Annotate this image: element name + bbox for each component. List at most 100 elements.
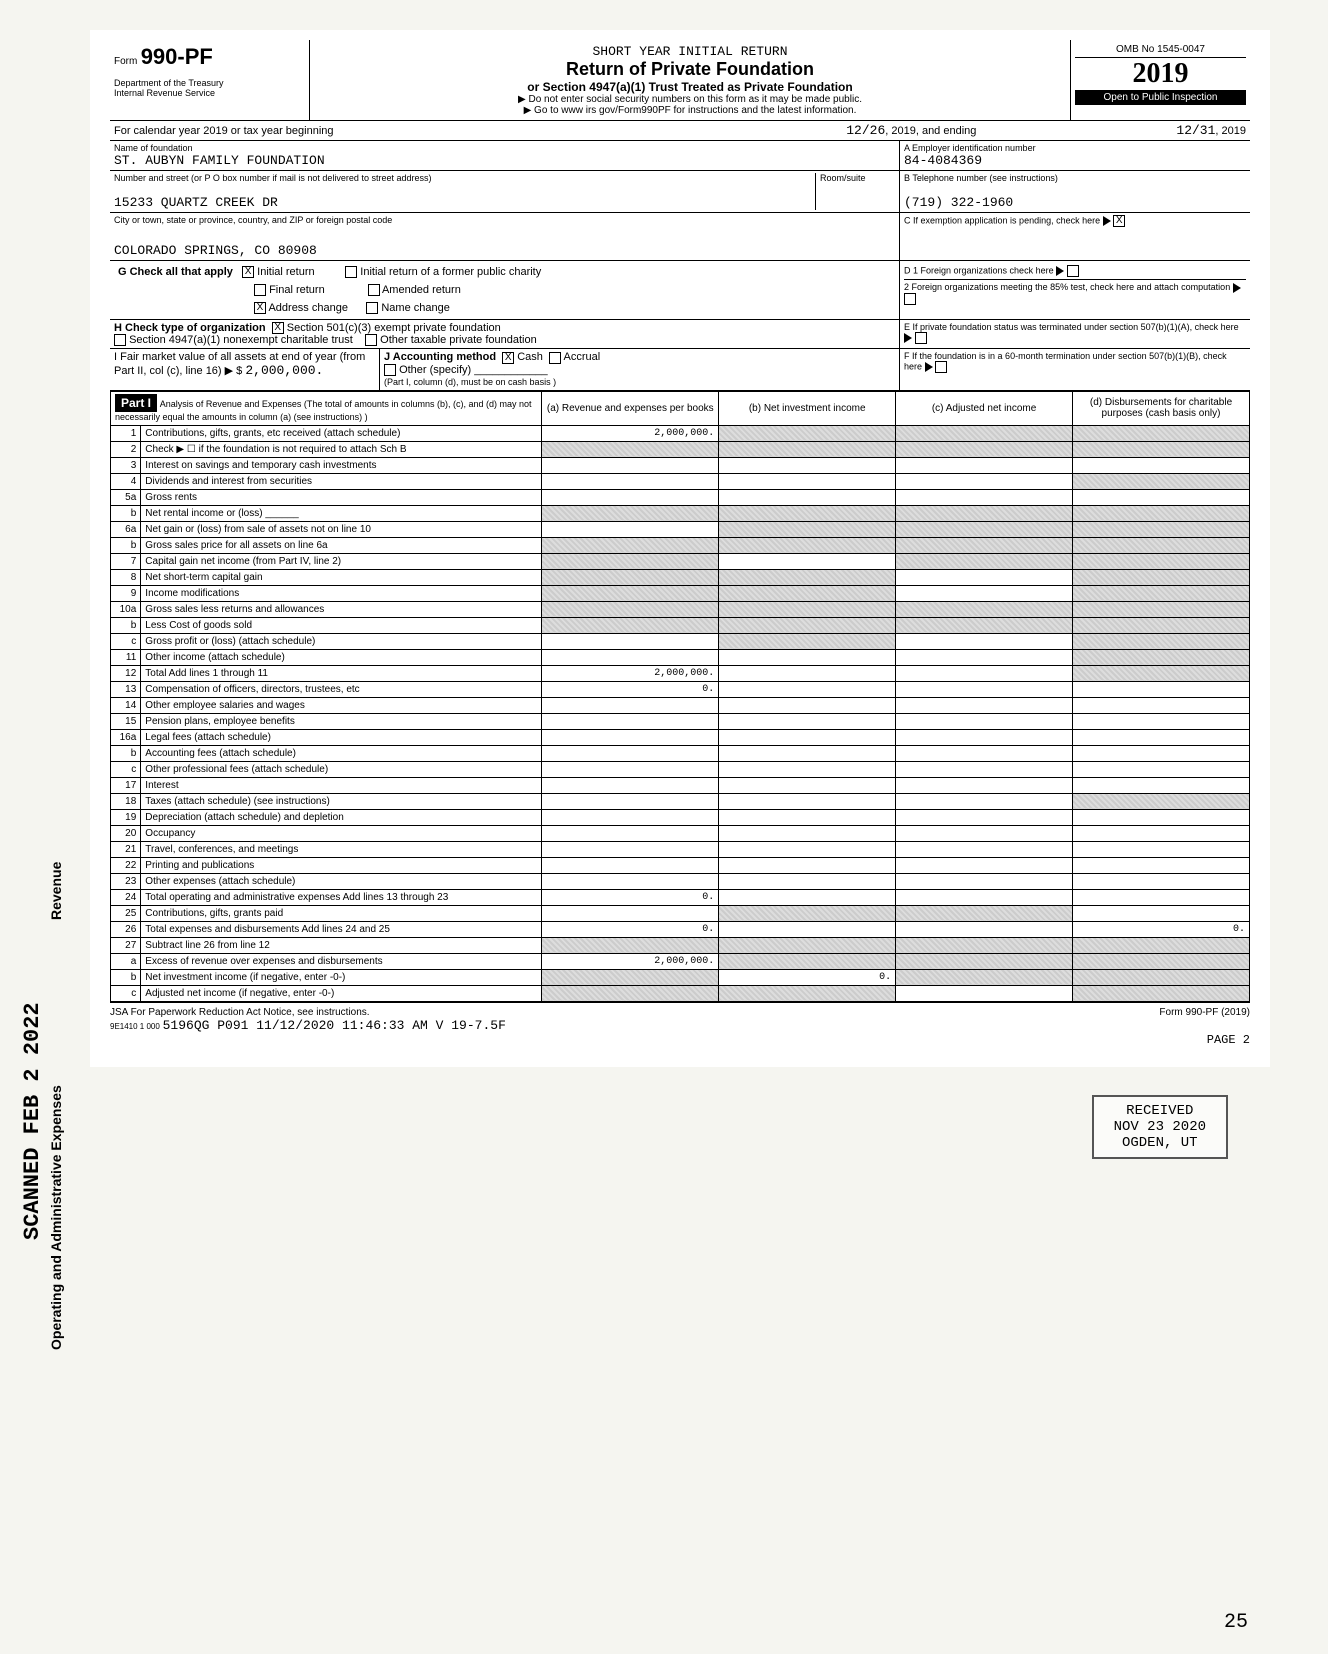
table-row: cGross profit or (loss) (attach schedule…: [111, 633, 1250, 649]
cell-d: [1073, 697, 1250, 713]
table-row: 8Net short-term capital gain: [111, 569, 1250, 585]
row-number: c: [111, 633, 141, 649]
cell-d: [1073, 585, 1250, 601]
cell-c: [896, 537, 1073, 553]
c-cell: C If exemption application is pending, c…: [900, 213, 1250, 260]
tax-begin: 12/26: [846, 123, 885, 138]
cell-d: [1073, 953, 1250, 969]
g-name-checkbox[interactable]: [366, 302, 378, 314]
side-expenses-label: Operating and Administrative Expenses: [48, 1085, 64, 1350]
cell-b: [719, 553, 896, 569]
cell-b: [719, 457, 896, 473]
row-number: b: [111, 537, 141, 553]
row-number: 14: [111, 697, 141, 713]
cell-a: [542, 585, 719, 601]
d2-label: 2 Foreign organizations meeting the 85% …: [904, 282, 1230, 292]
cell-c: [896, 569, 1073, 585]
cell-d: [1073, 601, 1250, 617]
cell-a: [542, 825, 719, 841]
j-other-checkbox[interactable]: [384, 364, 396, 376]
form-id-block: Form 990-PF Department of the Treasury I…: [110, 40, 310, 120]
cell-a: [542, 457, 719, 473]
j-cash-checkbox[interactable]: X: [502, 352, 514, 364]
g-address-checkbox[interactable]: X: [254, 302, 266, 314]
h-501c3-label: Section 501(c)(3) exempt private foundat…: [287, 322, 501, 334]
f-checkbox[interactable]: [935, 361, 947, 373]
cell-a: [542, 473, 719, 489]
foundation-label: Name of foundation: [114, 143, 895, 153]
arrow-icon: [904, 333, 912, 343]
row-number: 18: [111, 793, 141, 809]
cell-d: [1073, 745, 1250, 761]
g-initial-former-checkbox[interactable]: [345, 266, 357, 278]
cell-c: [896, 985, 1073, 1001]
row-number: 24: [111, 889, 141, 905]
h-501c3-checkbox[interactable]: X: [272, 322, 284, 334]
row-description: Gross rents: [141, 489, 542, 505]
calendar-year-row: For calendar year 2019 or tax year begin…: [110, 121, 1250, 141]
cell-d: [1073, 905, 1250, 921]
row-description: Other professional fees (attach schedule…: [141, 761, 542, 777]
row-description: Capital gain net income (from Part IV, l…: [141, 553, 542, 569]
g-final-checkbox[interactable]: [254, 284, 266, 296]
h-other-checkbox[interactable]: [365, 334, 377, 346]
row-description: Excess of revenue over expenses and disb…: [141, 953, 542, 969]
cell-a: 2,000,000.: [542, 425, 719, 441]
table-row: 22Printing and publications: [111, 857, 1250, 873]
d2-checkbox[interactable]: [904, 293, 916, 305]
h-cell: H Check type of organization X Section 5…: [110, 320, 900, 348]
h-4947-checkbox[interactable]: [114, 334, 126, 346]
form-page: Form 990-PF Department of the Treasury I…: [90, 30, 1270, 1067]
arrow-icon: [925, 362, 933, 372]
cell-d: [1073, 873, 1250, 889]
cell-c: [896, 441, 1073, 457]
address-phone-block: Number and street (or P O box number if …: [110, 171, 1250, 213]
cell-a: 2,000,000.: [542, 665, 719, 681]
cell-a: 0.: [542, 889, 719, 905]
d1-checkbox[interactable]: [1067, 265, 1079, 277]
cell-a: [542, 633, 719, 649]
row-number: 7: [111, 553, 141, 569]
footer-row: JSA For Paperwork Reduction Act Notice, …: [110, 1002, 1250, 1033]
cell-c: [896, 809, 1073, 825]
g-initial-checkbox[interactable]: X: [242, 266, 254, 278]
side-revenue-label: Revenue: [48, 862, 64, 920]
cell-c: [896, 889, 1073, 905]
cell-a: [542, 649, 719, 665]
row-number: 6a: [111, 521, 141, 537]
cell-c: [896, 825, 1073, 841]
cell-b: [719, 649, 896, 665]
row-description: Contributions, gifts, grants, etc receiv…: [141, 425, 542, 441]
part1-desc: Analysis of Revenue and Expenses (The to…: [115, 399, 531, 422]
page-label: PAGE 2: [110, 1033, 1250, 1047]
cell-b: [719, 761, 896, 777]
row-description: Net investment income (if negative, ente…: [141, 969, 542, 985]
table-row: bNet rental income or (loss) ______: [111, 505, 1250, 521]
received-stamp: RECEIVED NOV 23 2020 OGDEN, UT: [1092, 1095, 1228, 1159]
row-description: Contributions, gifts, grants paid: [141, 905, 542, 921]
j-accrual-checkbox[interactable]: [549, 352, 561, 364]
cell-c: [896, 553, 1073, 569]
col-c-header: (c) Adjusted net income: [896, 391, 1073, 425]
cell-a: 0.: [542, 921, 719, 937]
cell-a: [542, 857, 719, 873]
cell-c: [896, 953, 1073, 969]
form-prefix: Form: [114, 56, 137, 67]
row-description: Occupancy: [141, 825, 542, 841]
cell-b: [719, 425, 896, 441]
row-description: Gross sales price for all assets on line…: [141, 537, 542, 553]
row-number: a: [111, 953, 141, 969]
cell-a: [542, 841, 719, 857]
i-label: I Fair market value of all assets at end…: [114, 351, 365, 377]
g-amended-checkbox[interactable]: [368, 284, 380, 296]
cell-b: [719, 537, 896, 553]
cell-c: [896, 921, 1073, 937]
city-value: COLORADO SPRINGS, CO 80908: [114, 243, 895, 258]
address-label: Number and street (or P O box number if …: [114, 173, 815, 183]
cell-c: [896, 793, 1073, 809]
e-checkbox[interactable]: [915, 332, 927, 344]
c-checkbox[interactable]: X: [1113, 215, 1125, 227]
cell-c: [896, 713, 1073, 729]
e-label: E If private foundation status was termi…: [904, 322, 1239, 332]
g-label: G Check all that apply: [118, 266, 233, 278]
